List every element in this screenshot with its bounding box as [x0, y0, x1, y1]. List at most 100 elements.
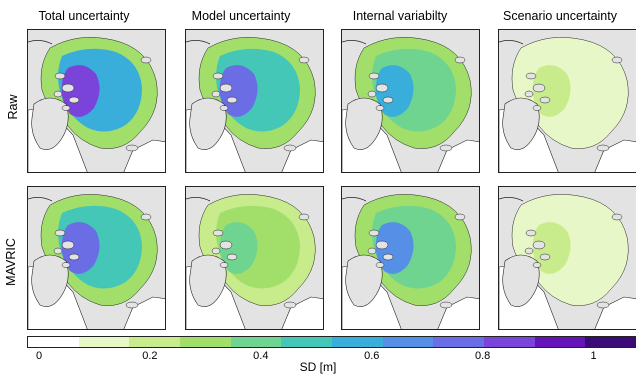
coastline [499, 40, 524, 45]
map-panel-raw-scenario [498, 29, 636, 173]
island [298, 56, 310, 64]
island [539, 253, 551, 261]
row-label-raw: Raw [6, 94, 20, 120]
svalbard-island [439, 301, 453, 309]
island [532, 240, 546, 250]
island [61, 240, 75, 250]
island [525, 229, 537, 237]
arctic-map [186, 30, 323, 172]
greenland-landmass [189, 97, 227, 150]
island [140, 213, 152, 221]
island [367, 247, 377, 255]
arctic-map [186, 187, 323, 329]
island [532, 105, 542, 111]
open-ocean [123, 296, 165, 329]
colorbar-tick-label: 0.8 [474, 350, 491, 362]
greenland-landmass [189, 254, 227, 307]
island [68, 253, 80, 261]
colorbar-tick-label: 0.4 [253, 350, 269, 362]
arctic-map [28, 187, 165, 329]
island [54, 229, 66, 237]
island [375, 105, 385, 111]
open-ocean [123, 139, 165, 172]
svalbard-island [125, 301, 139, 309]
arctic-map [28, 30, 165, 172]
colorbar-tick-label: 1 [590, 350, 597, 362]
colorbar-segment [382, 337, 434, 347]
open-ocean [437, 139, 479, 172]
column-title-model: Model uncertainty [191, 9, 291, 23]
island [140, 56, 152, 64]
sea-ice-inner [219, 222, 258, 274]
colorbar-tick-label: 0 [35, 350, 43, 362]
row-label-mavric: MAVRIC [4, 238, 18, 286]
greenland-landmass [345, 97, 383, 150]
island [532, 262, 542, 268]
svalbard-island [125, 144, 139, 152]
map-panel-raw-model [185, 29, 324, 173]
island [212, 72, 224, 80]
island [368, 72, 380, 80]
svalbard-island [283, 144, 297, 152]
colorbar-segment [28, 337, 79, 347]
island [61, 262, 71, 268]
coastline [28, 197, 53, 202]
colorbar-segment [332, 337, 383, 347]
coastline [186, 197, 211, 202]
island [219, 240, 233, 250]
svalbard-island [596, 144, 610, 152]
island [298, 213, 310, 221]
sea-ice-inner [532, 65, 571, 117]
island [454, 56, 466, 64]
greenland-landmass [502, 97, 540, 150]
map-panel-mavric-total [27, 186, 166, 330]
island [61, 105, 71, 111]
colorbar-segment [534, 337, 586, 347]
coastline [499, 197, 524, 202]
colorbar-segment [585, 337, 636, 347]
island [367, 90, 377, 98]
open-ocean [281, 139, 323, 172]
colorbar-tick-label: 0.2 [142, 350, 158, 362]
colorbar-segment [230, 337, 282, 347]
island [219, 105, 229, 111]
island [524, 247, 534, 255]
coastline [28, 40, 53, 45]
island [212, 229, 224, 237]
coastline [342, 40, 367, 45]
island [211, 247, 221, 255]
colorbar-segment [484, 337, 535, 347]
colorbar-segment [433, 337, 485, 347]
coastline [186, 40, 211, 45]
map-panel-raw-internal [341, 29, 480, 173]
greenland-landmass [345, 254, 383, 307]
colorbar-segment [281, 337, 333, 347]
sea-ice-inner [61, 222, 100, 274]
island [61, 83, 75, 93]
island [375, 262, 385, 268]
greenland-landmass [502, 254, 540, 307]
open-ocean [437, 296, 479, 329]
island [219, 83, 233, 93]
island [454, 213, 466, 221]
svalbard-island [283, 301, 297, 309]
colorbar-segment [129, 337, 181, 347]
island [54, 72, 66, 80]
colorbar-label: SD [m] [299, 360, 337, 374]
sea-ice-inner [375, 65, 414, 117]
arctic-map [499, 187, 636, 329]
arctic-map [499, 30, 636, 172]
colorbar-segment [78, 337, 130, 347]
sea-ice-inner [375, 222, 414, 274]
map-panel-raw-total [27, 29, 166, 173]
island [611, 213, 623, 221]
island [524, 90, 534, 98]
island [375, 83, 389, 93]
svalbard-island [439, 144, 453, 152]
sea-ice-inner [61, 65, 100, 117]
island [611, 56, 623, 64]
column-title-internal: Internal variabilty [352, 9, 448, 23]
island [226, 96, 238, 104]
island [226, 253, 238, 261]
column-title-total: Total uncertainty [38, 9, 130, 23]
